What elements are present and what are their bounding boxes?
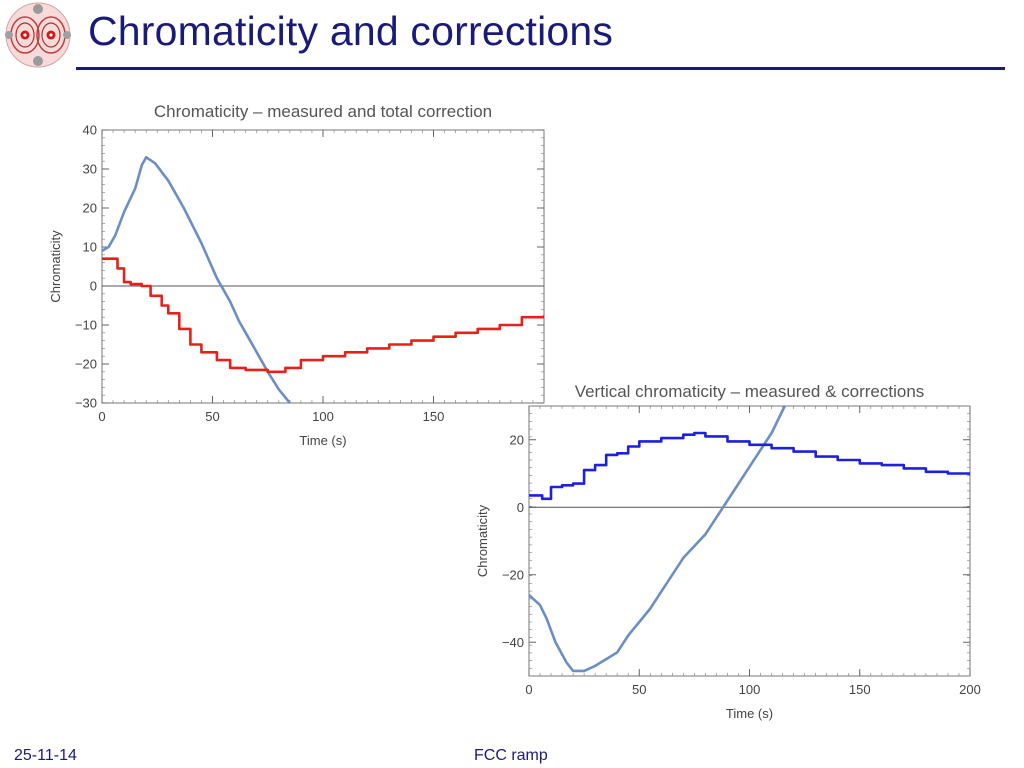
y-tick-label: 10 [83,240,97,255]
chart-title: Vertical chromaticity – measured & corre… [575,382,925,401]
x-tick-label: 50 [632,682,646,697]
x-axis-label: Time (s) [299,433,346,448]
y-tick-label: 0 [90,279,97,294]
y-tick-label: −10 [75,318,97,333]
y-tick-label: 0 [517,500,524,515]
lhc-logo [5,2,71,68]
x-tick-label: 0 [525,682,532,697]
measured-series-line [529,406,786,673]
x-tick-label: 0 [98,409,105,424]
x-tick-label: 50 [205,409,219,424]
y-axis-label: Chromaticity [475,504,490,577]
y-tick-label: −30 [75,396,97,411]
total-correction-series-line [102,257,544,374]
x-tick-label: 150 [423,409,445,424]
x-tick-label: 100 [739,682,761,697]
x-axis-label: Time (s) [726,706,773,721]
slide-title: Chromaticity and corrections [88,8,614,54]
y-tick-label: 30 [83,162,97,177]
chart-total-chromaticity: Chromaticity – measured and total correc… [48,102,545,448]
y-axis-label: Chromaticity [48,230,63,303]
measured-series-line [102,156,291,403]
y-tick-label: 20 [510,432,524,447]
y-tick-label: −40 [502,635,524,650]
y-tick-label: 40 [83,123,97,138]
footer-date: 25-11-14 [14,747,77,764]
y-tick-label: −20 [75,357,97,372]
corrections-series-line [529,431,970,501]
x-tick-label: 150 [849,682,871,697]
footer-presentation-name: FCC ramp [474,747,548,764]
chart-vertical-chromaticity: Vertical chromaticity – measured & corre… [475,382,981,721]
plot-frame [528,405,971,677]
y-tick-label: 20 [83,201,97,216]
chart-title: Chromaticity – measured and total correc… [154,102,492,121]
x-tick-label: 200 [959,682,981,697]
y-tick-label: −20 [502,567,524,582]
title-underline [76,67,1005,70]
plot-frame [101,129,545,404]
x-tick-label: 100 [312,409,334,424]
